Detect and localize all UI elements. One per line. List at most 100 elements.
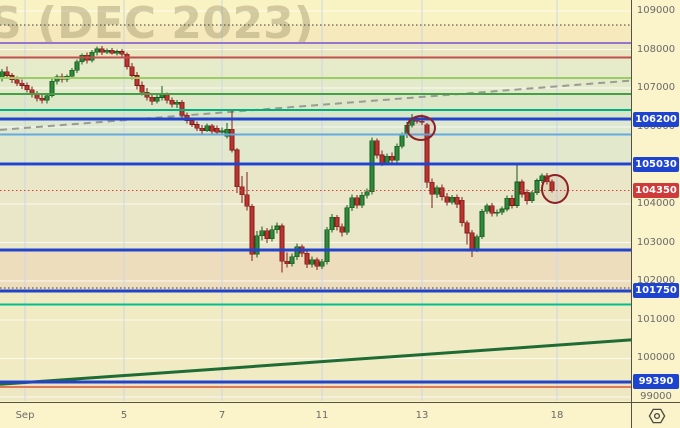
- candle-body: [339, 226, 345, 233]
- candle-body: [484, 205, 490, 212]
- candle-body: [139, 85, 145, 93]
- candle-body: [219, 130, 225, 133]
- time-axis-label: 7: [218, 410, 226, 421]
- candle-body: [474, 236, 480, 250]
- candle-body: [44, 95, 50, 101]
- price-tick-label: 108000: [636, 43, 676, 55]
- price-band: [0, 93, 631, 111]
- candle-body: [249, 206, 255, 255]
- candle-body: [179, 101, 185, 116]
- candle-body: [269, 229, 275, 240]
- candle-body: [324, 229, 330, 263]
- candle-body: [469, 232, 475, 250]
- trendline-dashed[interactable]: [0, 79, 631, 131]
- candle-body: [454, 197, 460, 205]
- candle-body: [264, 230, 270, 240]
- candle-body: [464, 222, 470, 234]
- candle-body: [69, 69, 75, 77]
- candle-body: [164, 94, 170, 101]
- candle-body: [489, 205, 495, 214]
- candle-body: [214, 128, 220, 133]
- candle-body: [534, 180, 540, 194]
- candle-body: [389, 155, 395, 161]
- candle-body: [314, 259, 320, 267]
- candle-body: [129, 66, 135, 76]
- price-tick-label: 101000: [636, 313, 676, 325]
- candle-body: [344, 207, 350, 233]
- candle-body: [444, 196, 450, 203]
- candle-body: [49, 80, 55, 97]
- candle-body: [294, 246, 300, 258]
- candle-body: [524, 192, 530, 202]
- candle-body: [189, 120, 195, 125]
- price-band: [0, 43, 631, 58]
- circle-annotation[interactable]: [406, 114, 436, 141]
- candle-body: [154, 97, 160, 102]
- price-band: [0, 110, 631, 120]
- candle-body: [494, 211, 500, 214]
- candle-body: [419, 121, 425, 123]
- price-tick-label: 99000: [640, 391, 672, 402]
- candle-body: [119, 51, 125, 55]
- candle-body: [99, 48, 105, 53]
- candle-body: [244, 194, 250, 207]
- candle-body: [384, 155, 390, 163]
- price-tick-label: 102000: [636, 275, 676, 287]
- candle-body: [14, 79, 20, 84]
- candle-body: [319, 261, 325, 267]
- time-axis-label: Sep: [15, 410, 35, 421]
- candle-body: [359, 194, 365, 206]
- candle-body: [504, 197, 510, 210]
- price-level-chip-104350: 104350: [633, 182, 679, 198]
- candle-body: [424, 124, 430, 183]
- candle-body: [434, 187, 440, 195]
- circle-annotation[interactable]: [541, 173, 569, 204]
- candle-body: [79, 55, 85, 62]
- candle-body: [94, 48, 100, 53]
- time-axis-label: 5: [120, 410, 128, 421]
- chart-canvas[interactable]: S (DEC 2023): [0, 0, 631, 402]
- candle-body: [149, 96, 155, 102]
- candle-body: [229, 128, 235, 151]
- price-band: [0, 249, 631, 291]
- candle-body: [394, 145, 400, 161]
- candle-body: [529, 192, 535, 202]
- candle-body: [309, 259, 315, 265]
- candle-body: [224, 128, 230, 137]
- candle-body: [284, 260, 290, 265]
- candle-body: [274, 225, 280, 231]
- time-axis[interactable]: Sep 5 7 11 13 18: [0, 402, 631, 428]
- candle-body: [374, 140, 380, 156]
- candle-body: [304, 253, 310, 265]
- candle-body: [204, 125, 210, 131]
- price-level-chip-99390: 99390: [633, 374, 679, 390]
- price-band: [0, 381, 631, 387]
- time-axis-label: 11: [315, 410, 329, 421]
- time-axis-label: 18: [550, 410, 564, 421]
- candle-body: [539, 175, 545, 181]
- candle-body: [509, 197, 515, 206]
- candle-body: [104, 50, 110, 53]
- candle-body: [379, 154, 385, 163]
- axis-settings-icon[interactable]: [648, 407, 666, 425]
- candle-body: [174, 101, 180, 105]
- candle-body: [159, 94, 165, 98]
- time-axis-label: 13: [415, 410, 429, 421]
- candle-body: [369, 140, 375, 192]
- candle-body: [334, 216, 340, 228]
- price-axis[interactable]: 1090001080001070001060001050001040001030…: [631, 0, 680, 402]
- price-level-chip-105030: 105030: [633, 156, 679, 172]
- axis-corner[interactable]: [631, 402, 680, 428]
- settings-hexagon: [648, 408, 665, 424]
- candle-body: [429, 182, 435, 195]
- candle-body: [519, 181, 525, 195]
- candle-body: [459, 199, 465, 224]
- candle-body: [74, 61, 80, 71]
- trendline-support[interactable]: [0, 338, 631, 386]
- candle-body: [399, 134, 405, 147]
- candle-body: [4, 71, 10, 76]
- price-band: [0, 0, 631, 25]
- candle-body: [354, 197, 360, 206]
- price-tick-label: 109000: [636, 5, 676, 16]
